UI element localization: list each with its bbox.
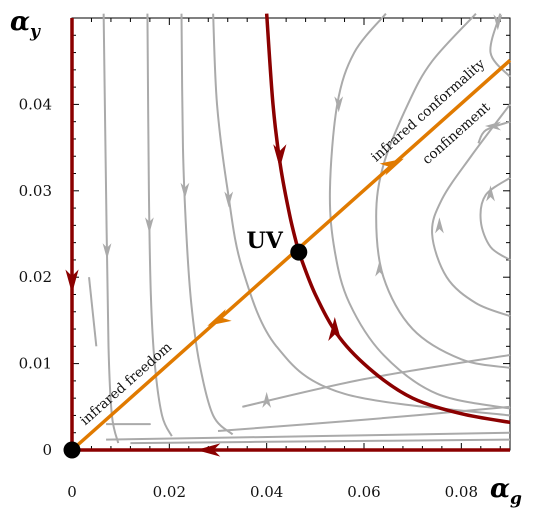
fixed-points: UV xyxy=(63,228,308,459)
flow-line xyxy=(479,177,511,261)
fixed-point-label: UV xyxy=(247,228,284,254)
flow-arrow xyxy=(435,217,444,234)
flow-arrow xyxy=(224,191,234,208)
separatrix-arrow xyxy=(65,269,79,294)
flow-lines xyxy=(88,13,511,445)
flow-arrow xyxy=(493,14,503,31)
y-axis-label-sub: y xyxy=(29,22,41,42)
x-axis-label-sub: g xyxy=(510,489,522,508)
tick-group: 0 0.02 0.04 0.06 0.08 0 0.01 0.02 0.03 0.04 xyxy=(19,18,510,501)
flow-line xyxy=(328,13,511,410)
y-axis-label-base: α xyxy=(10,7,30,37)
x-axis-label: αg xyxy=(490,474,522,508)
y-axis-label: αy xyxy=(10,7,41,42)
diagonal-annotation: infrared freedom xyxy=(77,339,175,429)
x-tick-label: 0.02 xyxy=(153,483,186,501)
flow-line xyxy=(375,13,511,369)
x-tick-label: 0.08 xyxy=(445,483,478,501)
y-tick-label: 0 xyxy=(42,441,52,459)
fixed-point-marker xyxy=(63,441,81,459)
flow-arrow xyxy=(102,243,112,260)
flow-line xyxy=(431,103,511,318)
flow-line xyxy=(106,431,511,441)
flow-line xyxy=(242,353,511,408)
flow-line xyxy=(146,13,173,437)
flow-line xyxy=(88,277,98,347)
flow-line xyxy=(217,405,511,432)
separatrix-arrow xyxy=(196,443,221,457)
separatrix-line xyxy=(297,251,511,425)
flow-arrow xyxy=(375,260,384,277)
separatrix-line xyxy=(264,13,301,253)
fixed-point-marker xyxy=(290,243,308,261)
flow-line xyxy=(180,13,234,436)
plot-frame xyxy=(71,17,511,451)
flow-arrow xyxy=(262,391,272,408)
flow-line xyxy=(102,13,120,444)
separatrix-arrow xyxy=(328,317,342,342)
separatrix-arrow xyxy=(207,309,232,326)
separatrix-arrow xyxy=(273,144,287,169)
x-tick-label: 0.04 xyxy=(250,483,283,501)
flow-arrow xyxy=(180,182,190,199)
x-axis-label-base: α xyxy=(490,474,510,504)
y-tick-label: 0.03 xyxy=(19,182,52,200)
flow-arrow xyxy=(486,185,495,202)
flow-arrow xyxy=(334,96,344,113)
y-tick-label: 0.01 xyxy=(19,355,52,373)
flow-line xyxy=(212,13,511,417)
flow-arrow xyxy=(144,217,154,234)
flow-arrow xyxy=(484,121,501,131)
separatrix-arrow xyxy=(379,158,404,176)
flow-line xyxy=(130,438,511,445)
separatrices xyxy=(65,13,512,457)
y-tick-label: 0.04 xyxy=(19,95,52,113)
x-tick-label: 0.06 xyxy=(347,483,380,501)
y-tick-label: 0.02 xyxy=(19,268,52,286)
flow-line xyxy=(477,120,511,144)
x-tick-label: 0 xyxy=(67,483,77,501)
